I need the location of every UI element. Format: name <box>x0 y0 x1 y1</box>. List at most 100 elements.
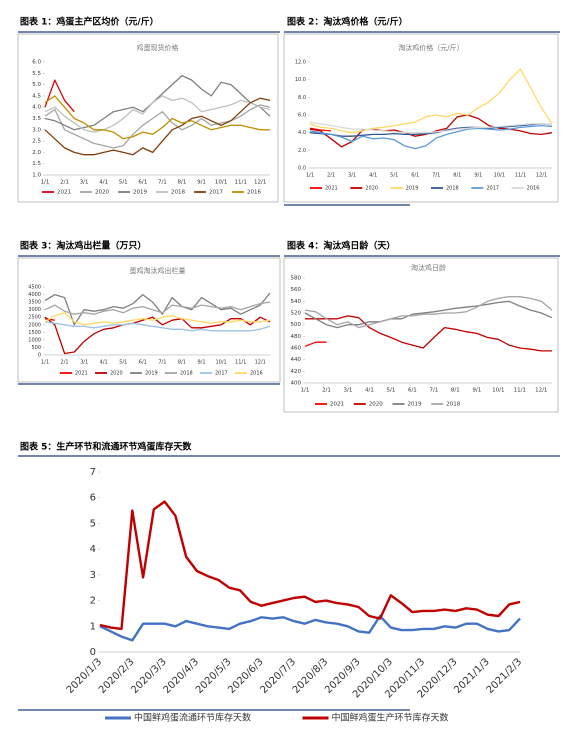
legend-label: 2018 <box>180 371 193 377</box>
legend-label: 2021 <box>75 371 88 377</box>
series-line <box>309 127 332 132</box>
y-tick-label: 560 <box>291 287 302 293</box>
x-tick-label: 12/1 <box>254 180 266 186</box>
legend-label: 2021 <box>330 402 344 408</box>
x-tick-label: 8/1 <box>178 360 186 366</box>
x-tick-label: 7/1 <box>429 388 438 394</box>
legend-label: 2021 <box>57 190 71 196</box>
x-tick-label: 11/1 <box>515 173 526 179</box>
y-tick-label: 2 <box>90 596 96 607</box>
x-tick-label: 6/1 <box>408 388 417 394</box>
x-tick-label: 11/1 <box>234 180 246 186</box>
x-tick-label: 5/1 <box>390 173 398 179</box>
series-line <box>44 316 271 355</box>
x-tick-label: 8/1 <box>178 180 187 186</box>
y-tick-label: 4 <box>90 544 96 555</box>
legend-label: 2020 <box>365 186 378 192</box>
y-tick-label: 3.0 <box>32 127 41 133</box>
legend-label: 中国鲜鸡蛋流通环节库存天数 <box>134 712 251 724</box>
legend-label: 2020 <box>369 402 383 408</box>
chart-heading: 图表 1：鸡蛋主产区均价（元/斤） <box>20 16 159 28</box>
series-line <box>305 315 552 352</box>
x-tick-label: 3/1 <box>348 173 356 179</box>
y-tick-label: 6 <box>90 493 96 504</box>
x-tick-label: 7/1 <box>432 173 440 179</box>
y-tick-label: 440 <box>291 357 302 363</box>
series-line <box>309 124 553 150</box>
y-tick-label: 6.0 <box>32 60 41 66</box>
y-tick-label: 1.0 <box>32 173 41 179</box>
legend-label: 2019 <box>406 186 419 192</box>
x-tick-label: 6/1 <box>411 173 419 179</box>
y-tick-label: 2.5 <box>32 139 41 145</box>
x-tick-label: 7/1 <box>158 180 167 186</box>
y-tick-label: 1000 <box>28 337 41 343</box>
x-tick-label: 4/1 <box>99 180 108 186</box>
x-tick-label: 1/1 <box>41 180 50 186</box>
y-tick-label: 580 <box>291 276 302 282</box>
x-tick-label: 2/1 <box>60 180 69 186</box>
x-tick-label: 3/1 <box>80 180 89 186</box>
legend-label: 2017 <box>486 186 499 192</box>
y-tick-label: 2500 <box>28 315 41 321</box>
chart-heading: 图表 3：淘汰鸡出栏量（万只） <box>20 240 146 252</box>
x-tick-label: 11/1 <box>235 360 246 366</box>
x-tick-label: 1/1 <box>306 173 314 179</box>
x-tick-label: 3/1 <box>344 388 353 394</box>
y-tick-label: 2.0 <box>298 148 306 154</box>
series-line <box>304 296 553 329</box>
x-tick-label: 9/1 <box>197 360 205 366</box>
y-tick-label: 520 <box>291 311 302 317</box>
chart-title: 鸡蛋现货价格 <box>137 43 179 52</box>
x-tick-label: 12/1 <box>255 360 266 366</box>
y-tick-label: 540 <box>291 299 302 305</box>
y-tick-label: 4500 <box>28 285 41 291</box>
y-tick-label: 2000 <box>28 322 41 328</box>
legend-label: 2020 <box>95 190 109 196</box>
series-line <box>304 341 327 347</box>
x-tick-label: 10/1 <box>215 180 227 186</box>
series-line <box>44 79 75 113</box>
series-line <box>44 312 271 326</box>
series-line <box>99 614 521 642</box>
y-tick-label: 500 <box>31 345 41 351</box>
y-tick-label: 420 <box>291 369 302 375</box>
y-tick-label: 12.0 <box>295 60 306 66</box>
y-tick-label: 3500 <box>28 300 41 306</box>
chart-heading: 图表 2：淘汰鸡价格（元/斤） <box>287 16 408 28</box>
x-tick-label: 11/1 <box>514 388 526 394</box>
y-tick-label: 1500 <box>28 330 41 336</box>
chart-heading: 图表 5：生产环节和流通环节鸡蛋库存天数 <box>20 441 192 453</box>
x-tick-label: 9/1 <box>472 388 481 394</box>
legend-label: 2018 <box>446 402 460 408</box>
y-tick-label: 480 <box>291 334 302 340</box>
legend-label: 2016 <box>250 371 263 377</box>
legend-label: 2018 <box>446 186 459 192</box>
x-tick-label: 5/1 <box>386 388 395 394</box>
x-tick-label: 6/1 <box>139 360 147 366</box>
x-tick-label: 3/1 <box>80 360 88 366</box>
chart-frame <box>17 33 279 203</box>
x-tick-label: 10/1 <box>492 388 504 394</box>
chart-heading: 图表 4：淘汰鸡日龄（天） <box>287 240 395 252</box>
y-tick-label: 1.5 <box>32 161 41 167</box>
x-tick-label: 1/1 <box>41 360 49 366</box>
x-tick-label: 2/1 <box>327 173 335 179</box>
chart-title: 蛋鸡淘汰鸡出栏量 <box>130 266 186 275</box>
y-tick-label: 0.0 <box>298 166 306 172</box>
series-line <box>44 95 270 140</box>
x-tick-label: 8/1 <box>451 388 460 394</box>
y-tick-label: 0 <box>38 353 41 359</box>
x-tick-label: 7/1 <box>158 360 166 366</box>
legend-label: 2017 <box>209 190 223 196</box>
legend-label: 中国鲜鸡蛋生产环节库存天数 <box>332 712 449 724</box>
x-tick-label: 12/1 <box>535 388 547 394</box>
x-tick-label: 5/1 <box>119 360 127 366</box>
x-tick-label: 5/1 <box>119 180 128 186</box>
y-tick-label: 0 <box>90 647 96 658</box>
y-tick-label: 460 <box>291 346 302 352</box>
y-tick-label: 5.5 <box>32 71 41 77</box>
x-tick-label: 4/1 <box>100 360 108 366</box>
series-line <box>44 301 271 315</box>
y-tick-label: 3 <box>90 570 96 581</box>
